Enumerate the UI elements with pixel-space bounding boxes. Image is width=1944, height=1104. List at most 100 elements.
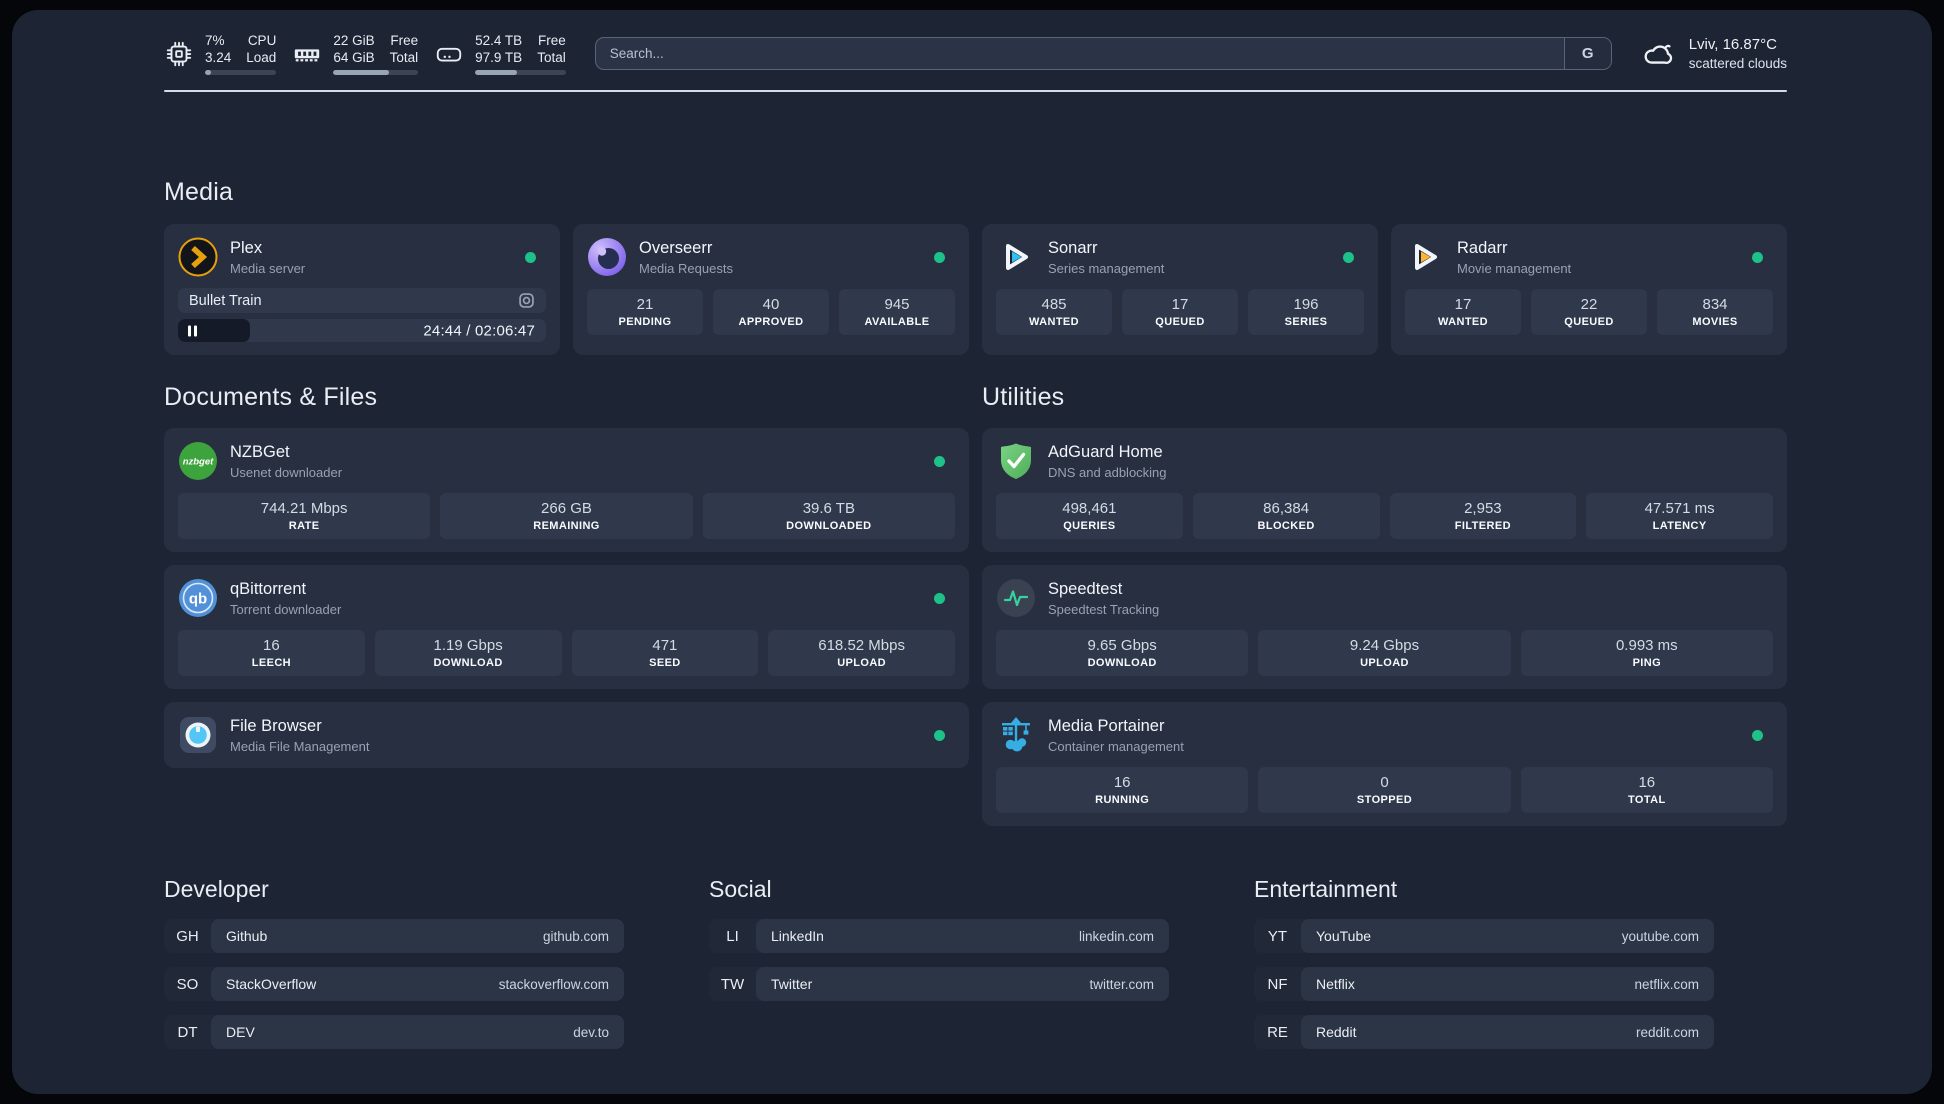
bookmark-name: StackOverflow	[226, 976, 317, 992]
search-bar: G	[594, 37, 1612, 70]
bookmark-name: DEV	[226, 1024, 255, 1040]
card-radarr[interactable]: Radarr Movie management 17 WANTED 22 QUEUE…	[1391, 224, 1787, 355]
bookmark-group-social: Social LI LinkedIn linkedin.com TW Twitt…	[709, 876, 1169, 1049]
adguard-icon	[996, 441, 1036, 481]
app-title-sonarr: Sonarr	[1048, 238, 1098, 257]
overseerr-stat-pending: 21 PENDING	[587, 289, 703, 335]
cpu-load-label: Load	[246, 50, 277, 65]
card-qbittorrent[interactable]: qb qBittorrent Torrent downloader 16 LEEC…	[164, 565, 969, 689]
section-title-media: Media	[164, 178, 234, 206]
memory-total-label: Total	[389, 50, 419, 65]
cpu-load-value: 3.24	[205, 50, 232, 65]
search-engine-button[interactable]: G	[1563, 38, 1611, 69]
sonarr-icon	[996, 237, 1036, 277]
speedtest-stat-download: 9.65 Gbps DOWNLOAD	[996, 630, 1249, 676]
app-title-filebrowser: File Browser	[230, 716, 322, 735]
session-icon[interactable]	[518, 292, 535, 309]
portainer-stat-stopped: 0 STOPPED	[1258, 767, 1511, 813]
status-dot-qbittorrent	[934, 592, 945, 604]
disk-stat: 52.4 TB 97.9 TB Free Total	[434, 32, 566, 75]
bookmark-title-entertainment: Entertainment	[1254, 876, 1398, 902]
utilities-column: Utilities AdGuard Home	[982, 383, 1787, 826]
status-dot-filebrowser	[934, 729, 945, 741]
status-dot-plex	[525, 251, 536, 263]
sonarr-stat-series: 196 SERIES	[1248, 289, 1364, 335]
card-sonarr[interactable]: Sonarr Series management 485 WANTED 17 QUE…	[982, 224, 1378, 355]
bookmark-url: youtube.com	[1621, 928, 1699, 944]
app-title-radarr: Radarr	[1457, 238, 1508, 257]
app-title-nzbget: NZBGet	[230, 442, 290, 461]
bookmark-title-developer: Developer	[164, 876, 269, 902]
card-portainer[interactable]: Media Portainer Container management 16 R…	[982, 702, 1787, 826]
card-filebrowser[interactable]: File Browser Media File Management	[164, 702, 969, 768]
adguard-stat-queries: 498,461 QUERIES	[996, 493, 1183, 539]
app-title-plex: Plex	[230, 238, 263, 257]
plex-icon	[178, 237, 218, 277]
memory-progress-fill	[333, 70, 390, 75]
bookmark-dev[interactable]: DT DEV dev.to	[164, 1015, 624, 1049]
media-grid: Plex Media server Bullet Train 24:44 / 0…	[164, 224, 1787, 355]
search-input[interactable]	[595, 46, 1564, 61]
cpu-stat: 7% 3.24 CPU Load	[164, 32, 277, 75]
overseerr-icon	[587, 237, 627, 277]
app-title-adguard: AdGuard Home	[1048, 442, 1163, 461]
memory-icon	[292, 39, 322, 69]
svg-text:qb: qb	[189, 591, 207, 608]
bookmark-name: Twitter	[771, 976, 813, 992]
app-title-overseerr: Overseerr	[639, 238, 713, 257]
radarr-stat-wanted: 17 WANTED	[1405, 289, 1521, 335]
card-adguard[interactable]: AdGuard Home DNS and adblocking 498,461 Q…	[982, 428, 1787, 552]
card-overseerr[interactable]: Overseerr Media Requests 21 PENDING 40 APP…	[573, 224, 969, 355]
bookmark-abbr: DT	[177, 1023, 198, 1041]
memory-free-value: 22 GiB	[333, 33, 375, 48]
pause-button[interactable]	[188, 325, 197, 336]
bookmark-abbr: GH	[176, 927, 199, 945]
status-dot-portainer	[1752, 729, 1763, 741]
status-dot-radarr	[1752, 251, 1763, 263]
weather-location-temp: Lviv, 16.87°C	[1688, 36, 1777, 53]
bookmark-url: netflix.com	[1634, 976, 1699, 992]
qbittorrent-icon: qb	[178, 578, 218, 618]
cloud-icon	[1639, 35, 1677, 73]
bookmark-netflix[interactable]: NF Netflix netflix.com	[1254, 967, 1714, 1001]
bookmark-abbr: TW	[720, 975, 745, 993]
bookmark-name: Netflix	[1316, 976, 1355, 992]
card-plex[interactable]: Plex Media server Bullet Train 24:44 / 0…	[164, 224, 560, 355]
bookmark-abbr: YT	[1267, 927, 1288, 945]
card-speedtest[interactable]: Speedtest Speedtest Tracking 9.65 Gbps DO…	[982, 565, 1787, 689]
bookmark-stackoverflow[interactable]: SO StackOverflow stackoverflow.com	[164, 967, 624, 1001]
nzbget-stat-rate: 744.21 Mbps RATE	[178, 493, 431, 539]
overseerr-stat-approved: 40 APPROVED	[713, 289, 829, 335]
bookmark-name: LinkedIn	[771, 928, 824, 944]
section-title-utilities: Utilities	[982, 383, 1065, 411]
qbittorrent-stat-leech: 16 LEECH	[178, 630, 365, 676]
svg-text:nzbget: nzbget	[183, 457, 214, 468]
disk-total-value: 97.9 TB	[475, 50, 523, 65]
bookmark-github[interactable]: GH Github github.com	[164, 919, 624, 953]
bookmark-youtube[interactable]: YT YouTube youtube.com	[1254, 919, 1714, 953]
bookmark-twitter[interactable]: TW Twitter twitter.com	[709, 967, 1169, 1001]
disk-free-label: Free	[537, 33, 566, 48]
overseerr-stat-available: 945 AVAILABLE	[839, 289, 955, 335]
memory-total-value: 64 GiB	[333, 50, 375, 65]
app-subtitle-nzbget: Usenet downloader	[230, 464, 343, 480]
bookmark-group-entertainment: Entertainment YT YouTube youtube.com NF …	[1254, 876, 1714, 1049]
adguard-stat-latency: 47.571 ms LATENCY	[1586, 493, 1773, 539]
dashboard-surface: 7% 3.24 CPU Load	[12, 10, 1932, 1094]
filebrowser-icon	[178, 715, 218, 755]
adguard-stat-filtered: 2,953 FILTERED	[1389, 493, 1577, 539]
section-title-documents: Documents & Files	[164, 383, 378, 411]
disk-icon	[434, 39, 464, 69]
qbittorrent-stat-upload: 618.52 Mbps UPLOAD	[768, 630, 955, 676]
card-nzbget[interactable]: nzbget NZBGet Usenet downloader 744.21 M…	[164, 428, 969, 552]
app-title-qbittorrent: qBittorrent	[230, 579, 307, 598]
radarr-icon	[1405, 237, 1445, 277]
bookmark-linkedin[interactable]: LI LinkedIn linkedin.com	[709, 919, 1169, 953]
bookmark-reddit[interactable]: RE Reddit reddit.com	[1254, 1015, 1714, 1049]
adguard-stat-blocked: 86,384 BLOCKED	[1192, 493, 1380, 539]
cpu-icon	[164, 39, 194, 69]
cpu-usage-label: CPU	[247, 33, 277, 48]
bookmark-name: Reddit	[1316, 1024, 1357, 1040]
bookmark-group-developer: Developer GH Github github.com SO StackO…	[164, 876, 624, 1049]
app-title-portainer: Media Portainer	[1048, 716, 1165, 735]
